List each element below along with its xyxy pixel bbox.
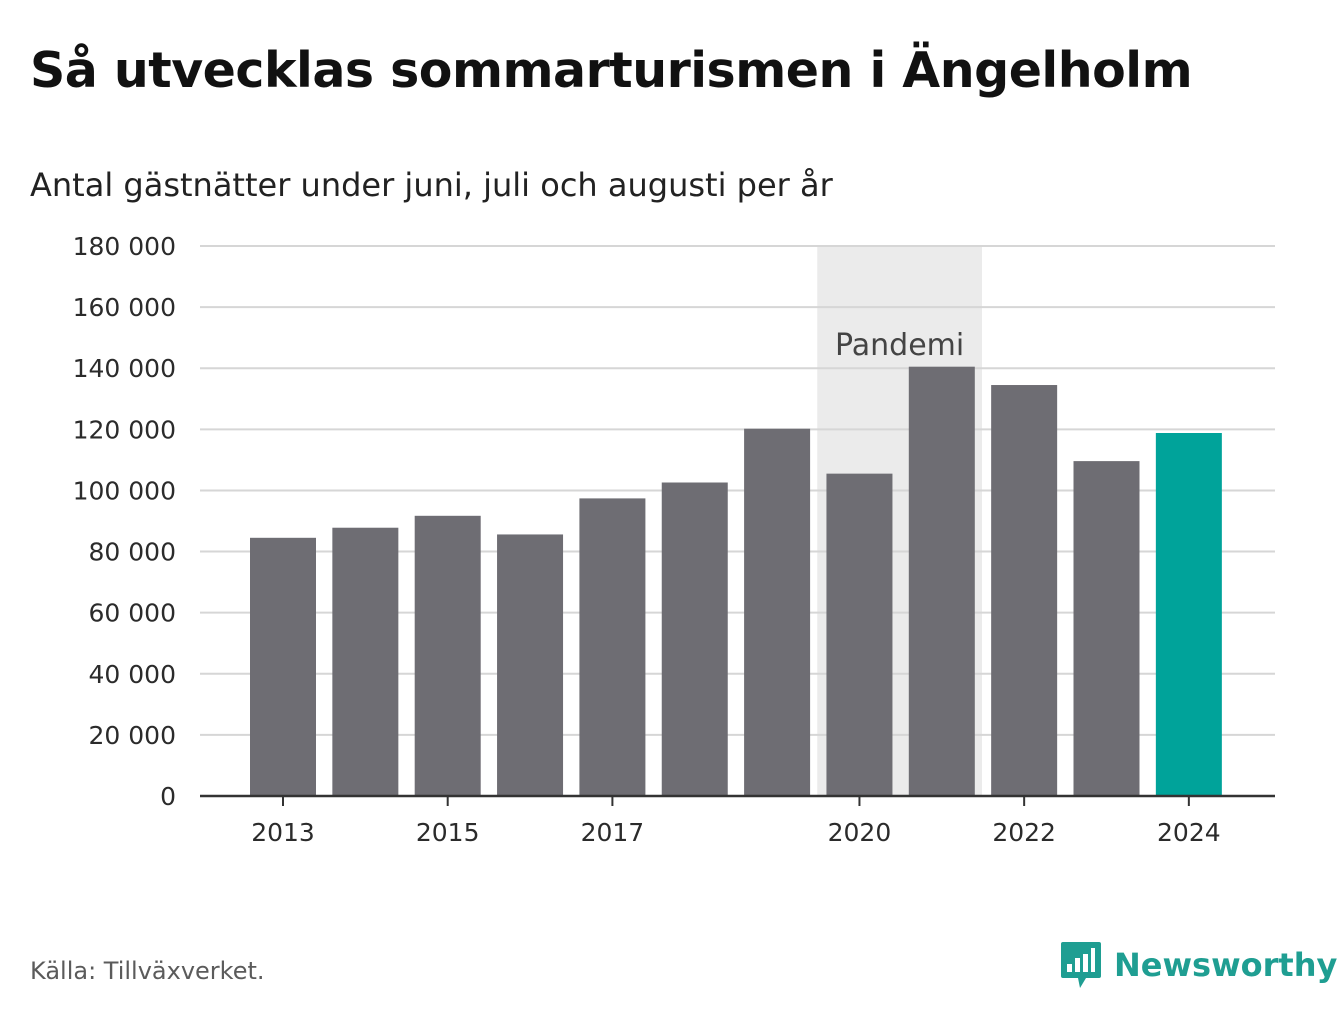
bar-2017 [579, 498, 646, 796]
y-tick-label: 0 [160, 782, 176, 811]
bar-2014 [332, 527, 399, 796]
bar-chart-speech-bubble-icon [1061, 942, 1101, 988]
y-tick-label: 160 000 [73, 293, 176, 322]
x-tick-label: 2017 [581, 818, 645, 847]
y-tick-label: 20 000 [89, 721, 176, 750]
x-tick-label: 2013 [251, 818, 315, 847]
bar-2019 [744, 428, 811, 796]
bar-chart: 0 20 000 40 000 60 000 80 000 100 000 120 000 1… [73, 232, 1275, 847]
y-tick-label: 80 000 [89, 538, 176, 567]
y-tick-label: 40 000 [89, 660, 176, 689]
x-tick-label: 2020 [828, 818, 892, 847]
bar-2024 [1155, 433, 1222, 796]
y-tick-label: 140 000 [73, 354, 176, 383]
x-tick-label: 2022 [992, 818, 1056, 847]
bar-2021 [908, 366, 975, 796]
x-tick-label: 2024 [1157, 818, 1221, 847]
chart-subtitle: Antal gästnätter under juni, juli och au… [30, 166, 833, 204]
pandemic-annotation: Pandemi [835, 328, 964, 363]
bar-2013 [250, 537, 316, 796]
y-tick-label: 60 000 [89, 599, 176, 628]
bar-2015 [414, 515, 481, 796]
x-tick-label: 2015 [416, 818, 480, 847]
bar-2018 [661, 482, 728, 796]
bar-2016 [497, 534, 564, 796]
chart-title: Så utvecklas sommarturismen i Ängelholm [30, 42, 1193, 99]
y-tick-label: 100 000 [73, 476, 176, 505]
brand-name: Newsworthy [1114, 946, 1338, 984]
bar-2022 [991, 385, 1058, 796]
bar-2020 [826, 473, 893, 796]
y-tick-label: 120 000 [73, 415, 176, 444]
source-note: Källa: Tillväxverket. [30, 957, 265, 985]
brand-logo: Newsworthy [1060, 940, 1337, 990]
y-tick-label: 180 000 [73, 232, 176, 261]
bar-2023 [1073, 461, 1140, 796]
